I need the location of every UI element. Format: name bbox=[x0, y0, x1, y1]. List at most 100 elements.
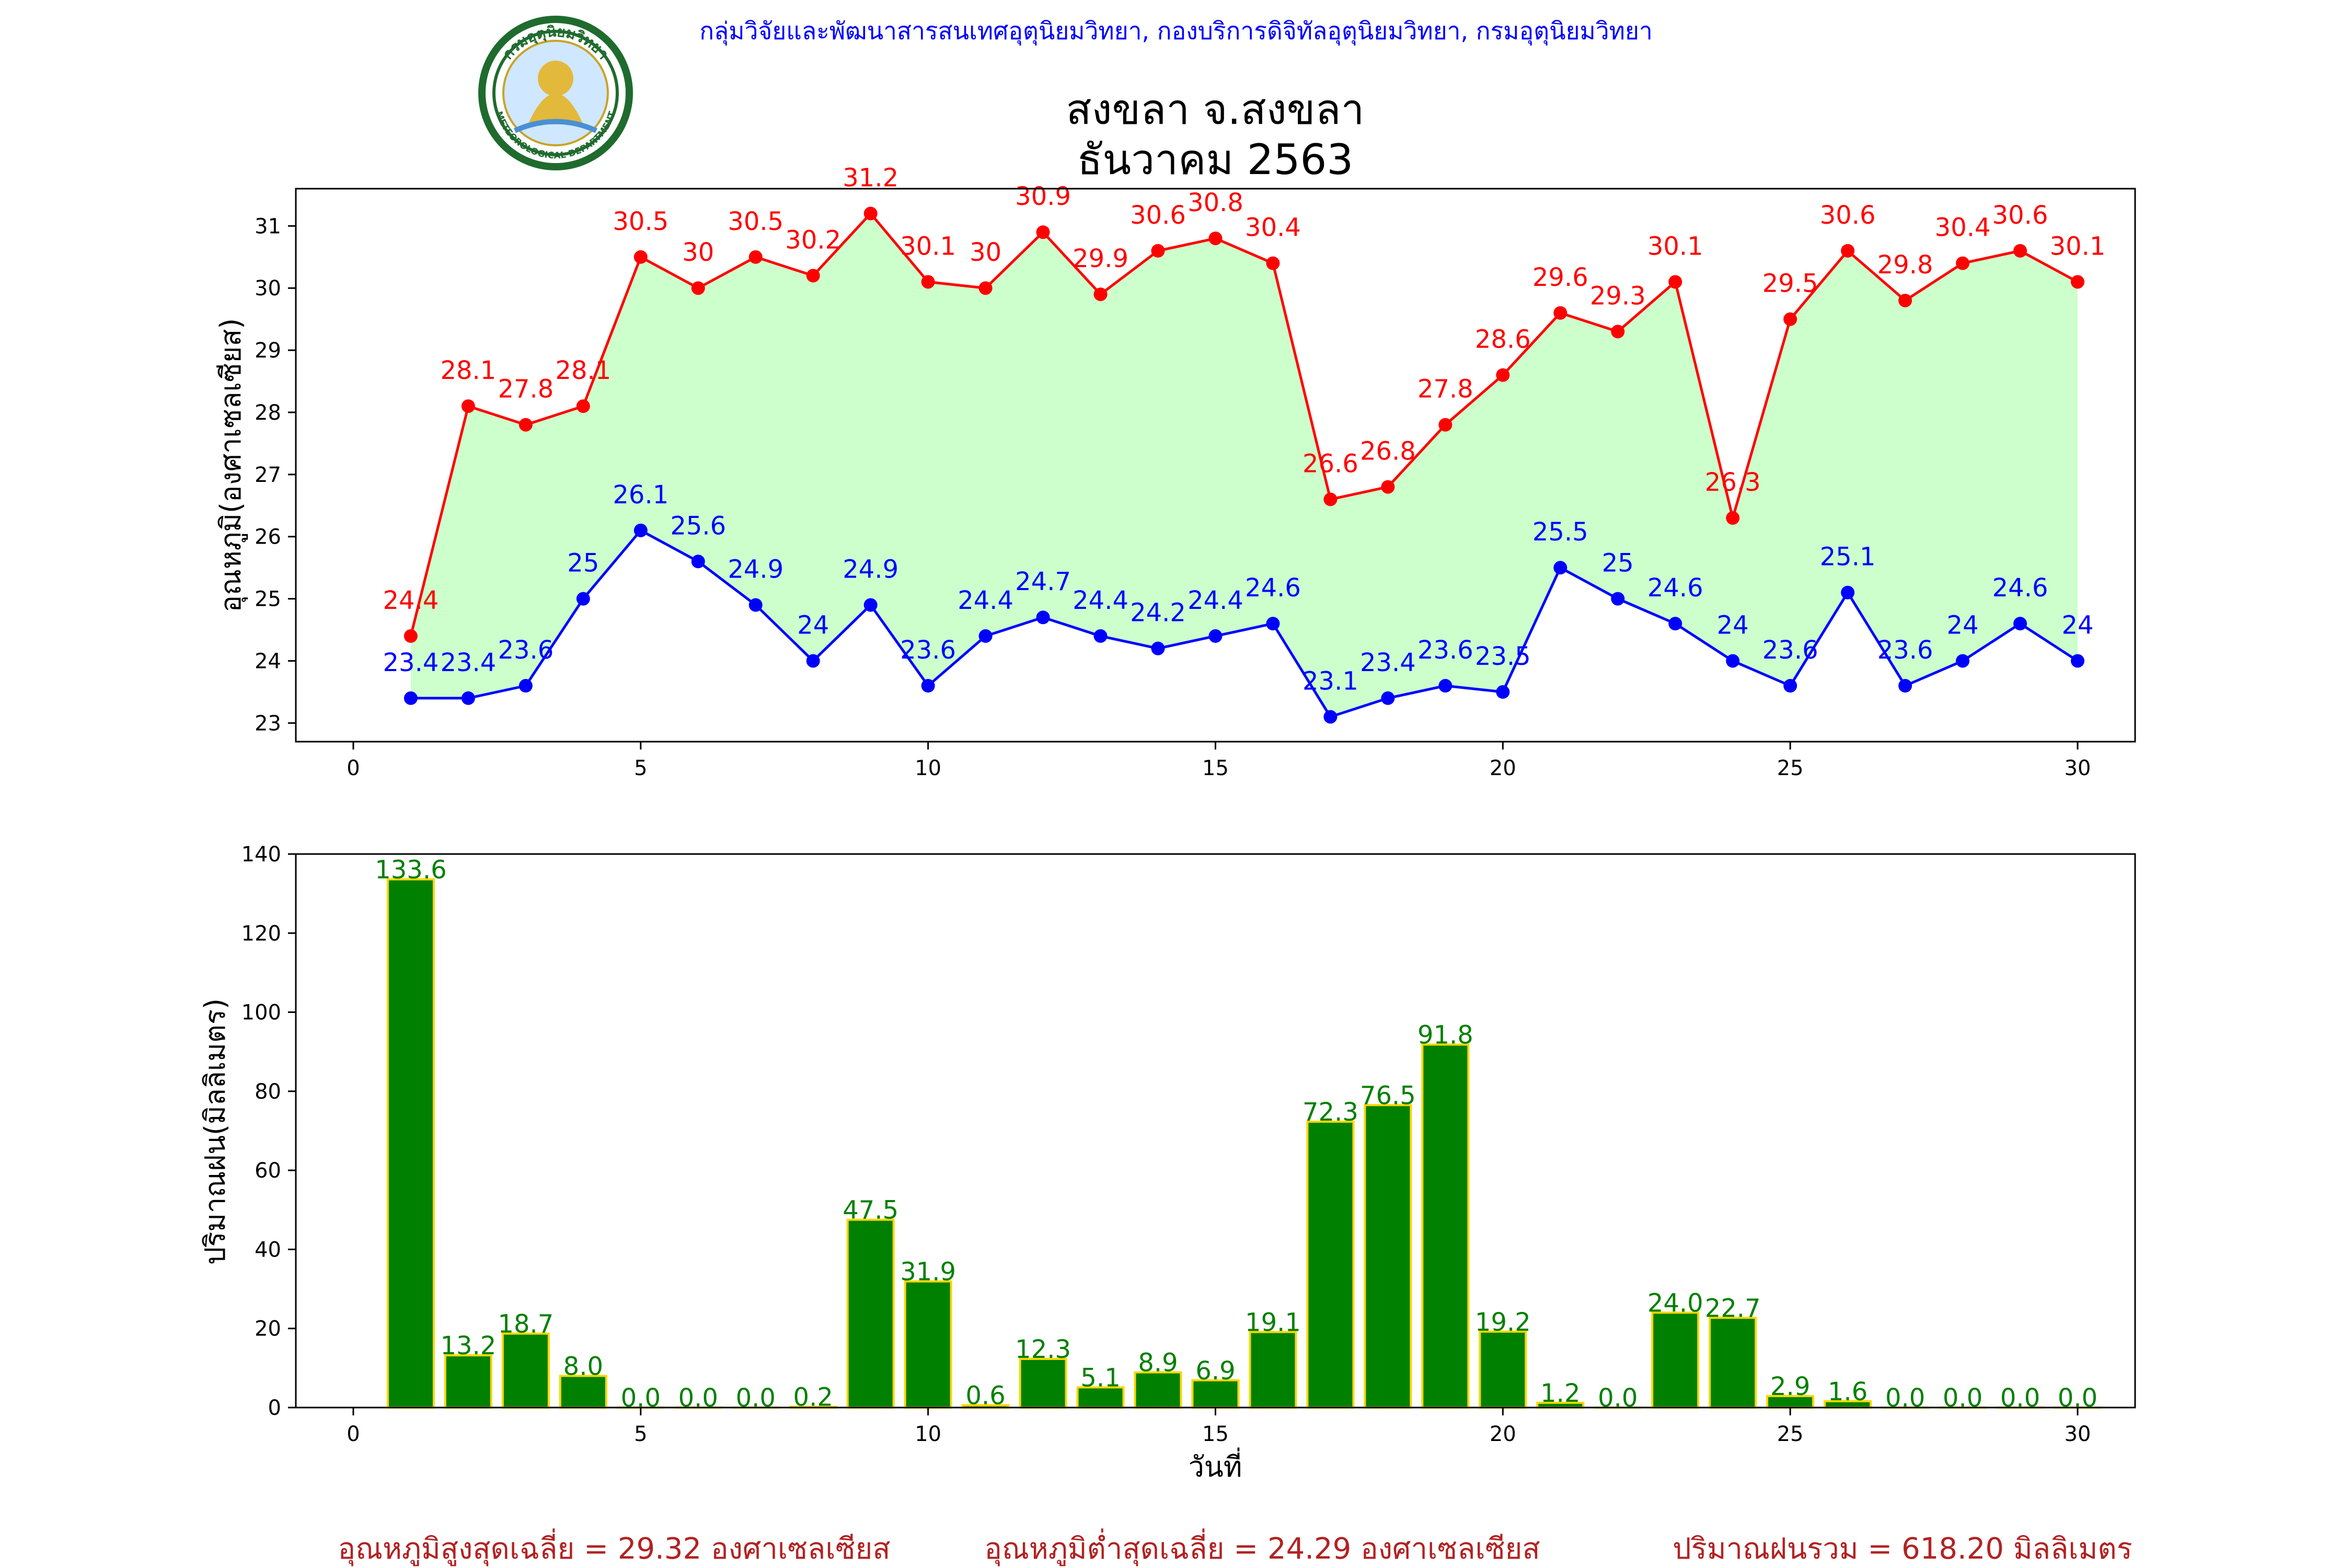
rain-bar-label: 1.2 bbox=[1540, 1379, 1580, 1408]
rain-bar-label: 5.1 bbox=[1080, 1363, 1120, 1392]
temperature-x-tick-label: 10 bbox=[915, 756, 941, 780]
min-temp-label: 24 bbox=[1947, 610, 1979, 640]
max-temp-label: 30.1 bbox=[900, 232, 956, 261]
max-temp-label: 30.6 bbox=[1130, 201, 1186, 230]
rainfall-y-tick-label: 40 bbox=[255, 1238, 281, 1262]
min-temp-point bbox=[1956, 654, 1970, 668]
rain-bar-label: 0.6 bbox=[965, 1381, 1005, 1410]
rain-bar bbox=[1019, 1357, 1067, 1409]
min-temp-point bbox=[1783, 679, 1797, 693]
min-temp-label: 23.4 bbox=[383, 648, 439, 677]
temperature-x-tick-label: 30 bbox=[2065, 756, 2091, 780]
min-temp-point bbox=[1611, 592, 1625, 606]
max-temp-label: 28.1 bbox=[440, 356, 496, 385]
rain-bar-label: 6.9 bbox=[1195, 1356, 1235, 1386]
min-temp-label: 25.6 bbox=[670, 511, 726, 540]
rain-bar bbox=[444, 1354, 492, 1409]
rainfall-y-tick-label: 100 bbox=[241, 1001, 281, 1025]
max-temp-label: 29.8 bbox=[1877, 250, 1933, 280]
rain-bar-label: 13.2 bbox=[440, 1331, 496, 1361]
temperature-y-tick-label: 27 bbox=[255, 463, 281, 487]
max-temp-label: 28.1 bbox=[555, 356, 611, 385]
temperature-x-tick-label: 25 bbox=[1777, 756, 1804, 780]
min-temp-point bbox=[921, 679, 935, 693]
min-temp-label: 24 bbox=[1717, 610, 1749, 640]
min-temp-point bbox=[2013, 617, 2027, 631]
max-temp-label: 30.5 bbox=[728, 207, 783, 236]
max-temp-point bbox=[518, 418, 533, 432]
temperature-y-tick-label: 24 bbox=[255, 649, 281, 673]
min-temp-point bbox=[691, 555, 705, 569]
max-temp-label: 24.4 bbox=[383, 586, 439, 615]
min-temp-label: 24 bbox=[2061, 610, 2093, 640]
min-temp-label: 23.1 bbox=[1302, 666, 1358, 696]
max-temp-label: 28.6 bbox=[1475, 325, 1531, 354]
temperature-x-tick-label: 20 bbox=[1490, 756, 1516, 780]
max-temp-point bbox=[1898, 293, 1912, 307]
max-temp-label: 29.9 bbox=[1073, 244, 1128, 273]
rain-bar bbox=[1076, 1386, 1125, 1409]
max-temp-line bbox=[409, 211, 2079, 637]
min-temp-point bbox=[403, 691, 418, 705]
rainfall-x-tick-label: 10 bbox=[915, 1422, 941, 1446]
max-temp-label: 30 bbox=[970, 238, 1001, 267]
max-temp-label: 30.1 bbox=[2050, 232, 2106, 261]
rain-bar-label: 0.0 bbox=[1885, 1383, 1925, 1413]
min-temp-point bbox=[1726, 654, 1740, 668]
min-temp-point bbox=[1266, 617, 1280, 631]
rainfall-y-tick-label: 120 bbox=[241, 921, 281, 946]
temperature-y-axis-label: อุณหภูมิ(องศาเซลเซียส) bbox=[214, 318, 248, 613]
max-temp-point bbox=[1208, 232, 1223, 246]
min-temp-point bbox=[1323, 710, 1338, 724]
rain-bar-label: 0.0 bbox=[678, 1383, 718, 1413]
min-temp-point bbox=[1553, 561, 1567, 575]
max-temp-point bbox=[1381, 480, 1395, 494]
max-temp-label: 31.2 bbox=[843, 164, 898, 193]
rain-bar bbox=[1364, 1104, 1412, 1409]
min-temp-line bbox=[410, 528, 2079, 719]
rain-bar bbox=[1421, 1043, 1470, 1409]
rainfall-x-axis-label: วันที่ bbox=[1189, 1447, 1242, 1483]
rain-bar-label: 72.3 bbox=[1302, 1098, 1358, 1127]
max-temp-point bbox=[1668, 275, 1682, 289]
max-temp-point bbox=[1553, 306, 1567, 320]
rainfall-x-tick-label: 20 bbox=[1490, 1422, 1516, 1446]
rain-bar-label: 22.7 bbox=[1705, 1294, 1761, 1323]
rain-bar bbox=[559, 1375, 607, 1409]
max-temp-label: 30.4 bbox=[1245, 213, 1301, 243]
rainfall-y-axis-label: ปริมาณฝน(มิลลิเมตร) bbox=[199, 998, 232, 1265]
min-temp-label: 24.6 bbox=[1245, 573, 1301, 603]
min-temp-point bbox=[1381, 691, 1395, 705]
temperature-range-fill bbox=[410, 213, 2078, 717]
rain-bar-label: 12.3 bbox=[1015, 1335, 1071, 1364]
rain-bar bbox=[1306, 1121, 1355, 1409]
min-temp-point bbox=[1208, 629, 1223, 643]
max-temp-label: 30.6 bbox=[1992, 201, 2048, 230]
rain-bar-label: 8.0 bbox=[563, 1352, 603, 1381]
max-temp-point bbox=[1956, 256, 1970, 270]
temperature-x-tick-label: 5 bbox=[634, 756, 647, 780]
max-temp-label: 30 bbox=[682, 238, 714, 267]
max-temp-point bbox=[1783, 312, 1797, 326]
temperature-y-tick-label: 28 bbox=[255, 401, 281, 425]
max-temp-point bbox=[1726, 511, 1740, 525]
min-temp-point bbox=[633, 523, 648, 537]
min-temp-point bbox=[1438, 679, 1452, 693]
min-temp-label: 23.4 bbox=[1360, 648, 1416, 677]
min-temp-point bbox=[1668, 617, 1682, 631]
min-temp-point bbox=[978, 629, 993, 643]
min-temp-label: 23.6 bbox=[1877, 636, 1933, 665]
min-temp-label: 23.6 bbox=[1417, 636, 1473, 665]
chart-title-line1: สงขลา จ.สงขลา bbox=[1066, 85, 1365, 134]
max-temp-label: 30.8 bbox=[1187, 188, 1243, 217]
max-temp-point bbox=[1841, 244, 1855, 258]
min-temp-label: 24 bbox=[797, 610, 829, 640]
rain-bar bbox=[386, 878, 435, 1409]
min-temp-label: 24.7 bbox=[1015, 567, 1071, 596]
min-temp-label: 23.6 bbox=[1762, 636, 1818, 665]
rainfall-x-tick-label: 30 bbox=[2065, 1422, 2091, 1446]
temperature-x-tick-label: 15 bbox=[1202, 756, 1229, 780]
max-temp-point bbox=[863, 206, 878, 221]
rain-bar-label: 47.5 bbox=[843, 1196, 898, 1225]
